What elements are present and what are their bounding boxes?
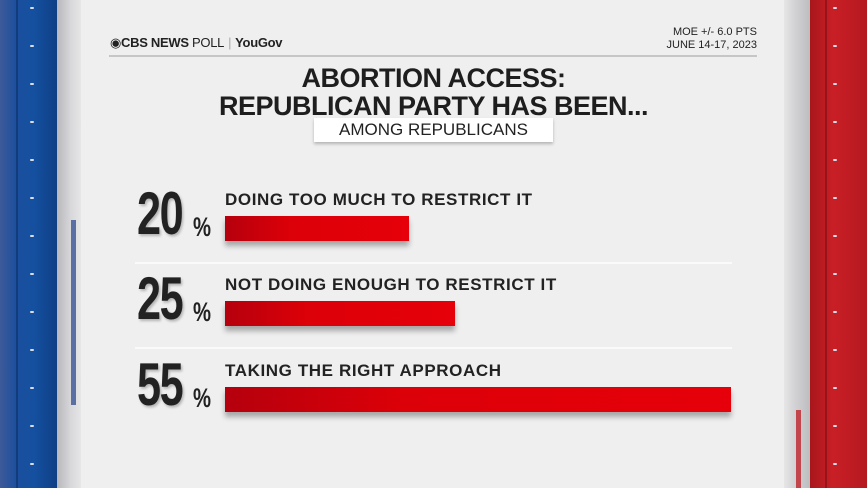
frame-rivet: [30, 83, 34, 85]
frame-rivet: [30, 7, 34, 9]
category-label: DOING TOO MUCH TO RESTRICT IT: [225, 190, 533, 209]
bar: [225, 387, 731, 412]
value-label: 55: [137, 351, 184, 418]
category-label: NOT DOING ENOUGH TO RESTRICT IT: [225, 275, 557, 294]
frame-rivet: [30, 273, 34, 275]
row-divider: [135, 262, 732, 264]
frame-rivet: [30, 311, 34, 313]
value-label: 25: [137, 265, 184, 332]
frame-rivet: [30, 387, 34, 389]
frame-rivet: [30, 349, 34, 351]
frame-rivet: [30, 425, 34, 427]
frame-rivet: [833, 425, 837, 427]
left-accent: [71, 220, 76, 405]
bar-row: 55 % TAKING THE RIGHT APPROACH: [0, 355, 867, 423]
frame-rivet: [30, 121, 34, 123]
bar-row: 20 % DOING TOO MUCH TO RESTRICT IT: [0, 184, 867, 252]
chart-subtitle: AMONG REPUBLICANS: [314, 118, 553, 142]
frame-rivet: [833, 311, 837, 313]
frame-rivet: [833, 83, 837, 85]
value-label: 20: [137, 180, 184, 247]
frame-rivet: [833, 121, 837, 123]
frame-rivet: [833, 349, 837, 351]
blue-side-frame: [0, 0, 57, 488]
title-line-1: ABORTION ACCESS:: [301, 63, 566, 93]
percent-sign: %: [193, 297, 212, 327]
brand-suffix: POLL: [192, 35, 225, 50]
frame-rivet: [30, 235, 34, 237]
frame-rivet: [833, 197, 837, 199]
poll-dates: JUNE 14-17, 2023: [666, 39, 758, 51]
percent-sign: %: [193, 212, 212, 242]
left-frame-edge: [57, 0, 81, 488]
title-line-2: REPUBLICAN PARTY HAS BEEN...: [218, 91, 649, 121]
frame-rivet: [833, 235, 837, 237]
bar: [225, 216, 409, 241]
cbs-news-poll-logo: ◉CBS NEWS POLL | YouGov: [110, 35, 283, 50]
frame-rivet: [30, 463, 34, 465]
brand: CBS NEWS: [121, 35, 189, 50]
partner-logo: YouGov: [235, 35, 283, 50]
right-accent: [796, 410, 801, 488]
frame-rivet: [833, 7, 837, 9]
frame-rivet: [833, 463, 837, 465]
frame-rivet: [30, 159, 34, 161]
frame-rivet: [833, 387, 837, 389]
cbs-eye-icon: ◉: [110, 35, 122, 50]
red-side-frame: [810, 0, 867, 488]
frame-rivet: [833, 159, 837, 161]
right-frame-edge: [784, 0, 810, 488]
row-divider: [135, 347, 732, 349]
frame-rivet: [30, 197, 34, 199]
percent-sign: %: [193, 383, 212, 413]
chart-title: ABORTION ACCESS: REPUBLICAN PARTY HAS BE…: [0, 64, 867, 120]
category-label: TAKING THE RIGHT APPROACH: [225, 361, 502, 380]
poll-meta: MOE +/- 6.0 PTS JUNE 14-17, 2023: [667, 26, 758, 52]
bar: [225, 301, 455, 326]
margin-of-error: MOE +/- 6.0 PTS: [672, 26, 757, 38]
bar-row: 25 % NOT DOING ENOUGH TO RESTRICT IT: [0, 269, 867, 337]
frame-rivet: [833, 273, 837, 275]
frame-rivet: [30, 45, 34, 47]
frame-rivet: [833, 45, 837, 47]
header-divider: [109, 55, 757, 57]
